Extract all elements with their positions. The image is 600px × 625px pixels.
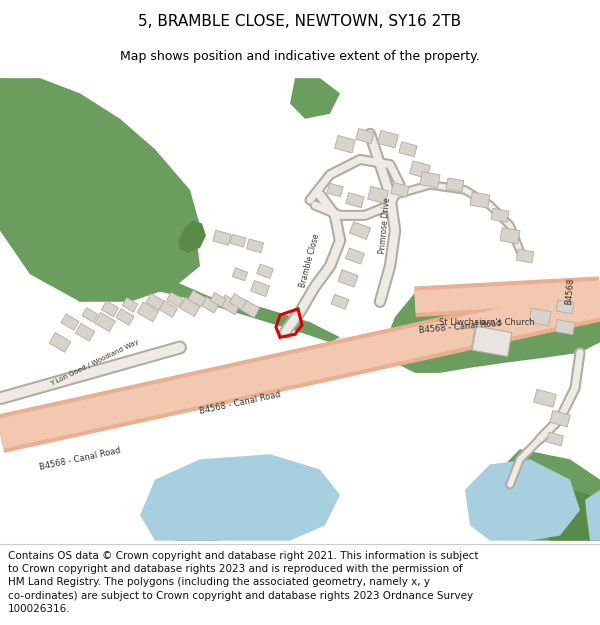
- Polygon shape: [377, 131, 398, 148]
- Polygon shape: [420, 172, 440, 188]
- Polygon shape: [61, 314, 79, 330]
- Polygon shape: [178, 221, 206, 253]
- Polygon shape: [201, 297, 219, 313]
- Text: Contains OS data © Crown copyright and database right 2021. This information is : Contains OS data © Crown copyright and d…: [8, 551, 479, 561]
- Text: Y Lon Goed / Woodland Way: Y Lon Goed / Woodland Way: [50, 339, 140, 387]
- Polygon shape: [219, 295, 241, 314]
- Text: B4568 - Canal Road: B4568 - Canal Road: [418, 319, 502, 335]
- Polygon shape: [399, 142, 417, 157]
- Polygon shape: [472, 326, 512, 357]
- Polygon shape: [533, 389, 556, 408]
- Polygon shape: [290, 78, 340, 119]
- Polygon shape: [76, 323, 95, 341]
- Polygon shape: [247, 239, 263, 252]
- Polygon shape: [146, 294, 164, 310]
- Polygon shape: [0, 78, 340, 342]
- Polygon shape: [155, 469, 260, 541]
- Polygon shape: [116, 309, 134, 325]
- Polygon shape: [346, 248, 364, 264]
- Polygon shape: [251, 281, 269, 297]
- Polygon shape: [465, 459, 580, 541]
- Polygon shape: [585, 490, 600, 541]
- Text: Bramble Close: Bramble Close: [298, 233, 322, 289]
- Polygon shape: [167, 292, 184, 308]
- Polygon shape: [82, 308, 98, 322]
- Text: 5, BRAMBLE CLOSE, NEWTOWN, SY16 2TB: 5, BRAMBLE CLOSE, NEWTOWN, SY16 2TB: [139, 14, 461, 29]
- Text: Primrose Drive: Primrose Drive: [378, 197, 392, 254]
- Polygon shape: [179, 298, 200, 316]
- Polygon shape: [257, 264, 273, 279]
- Polygon shape: [188, 291, 206, 307]
- Polygon shape: [241, 300, 260, 318]
- Polygon shape: [530, 485, 600, 541]
- Polygon shape: [232, 268, 248, 281]
- Polygon shape: [547, 432, 563, 446]
- Text: HM Land Registry. The polygons (including the associated geometry, namely x, y: HM Land Registry. The polygons (includin…: [8, 578, 430, 587]
- Polygon shape: [516, 249, 534, 263]
- Text: B4568: B4568: [565, 278, 575, 306]
- Text: B4568 - Canal Road: B4568 - Canal Road: [38, 446, 122, 472]
- Polygon shape: [346, 192, 364, 208]
- Polygon shape: [137, 302, 159, 322]
- Polygon shape: [210, 292, 226, 307]
- Polygon shape: [356, 129, 374, 144]
- Polygon shape: [555, 319, 575, 335]
- Polygon shape: [327, 183, 343, 197]
- Polygon shape: [140, 454, 340, 541]
- Polygon shape: [158, 301, 178, 318]
- Polygon shape: [471, 329, 509, 356]
- Polygon shape: [213, 230, 231, 245]
- Polygon shape: [490, 449, 600, 541]
- Polygon shape: [410, 161, 430, 178]
- Polygon shape: [335, 136, 355, 153]
- Polygon shape: [368, 186, 388, 204]
- Polygon shape: [349, 222, 371, 239]
- Polygon shape: [585, 500, 600, 541]
- Polygon shape: [229, 294, 247, 310]
- Polygon shape: [500, 228, 520, 244]
- Text: St Llwchaiarn's Church: St Llwchaiarn's Church: [439, 318, 535, 327]
- Polygon shape: [529, 308, 551, 326]
- Text: B4568 - Canal Road: B4568 - Canal Road: [199, 391, 281, 416]
- Polygon shape: [338, 269, 358, 287]
- Text: 100026316.: 100026316.: [8, 604, 71, 614]
- Polygon shape: [331, 294, 349, 309]
- Text: Map shows position and indicative extent of the property.: Map shows position and indicative extent…: [120, 50, 480, 62]
- Polygon shape: [491, 208, 509, 222]
- Polygon shape: [385, 286, 600, 373]
- Polygon shape: [101, 301, 119, 317]
- Polygon shape: [122, 298, 138, 312]
- Polygon shape: [550, 411, 570, 427]
- Text: to Crown copyright and database rights 2023 and is reproduced with the permissio: to Crown copyright and database rights 2…: [8, 564, 463, 574]
- Text: co-ordinates) are subject to Crown copyright and database rights 2023 Ordnance S: co-ordinates) are subject to Crown copyr…: [8, 591, 473, 601]
- Polygon shape: [230, 234, 246, 247]
- Polygon shape: [0, 78, 200, 302]
- Polygon shape: [95, 312, 115, 332]
- Polygon shape: [391, 182, 409, 198]
- Polygon shape: [556, 300, 574, 314]
- Polygon shape: [49, 332, 71, 352]
- Polygon shape: [470, 192, 490, 208]
- Polygon shape: [446, 178, 464, 192]
